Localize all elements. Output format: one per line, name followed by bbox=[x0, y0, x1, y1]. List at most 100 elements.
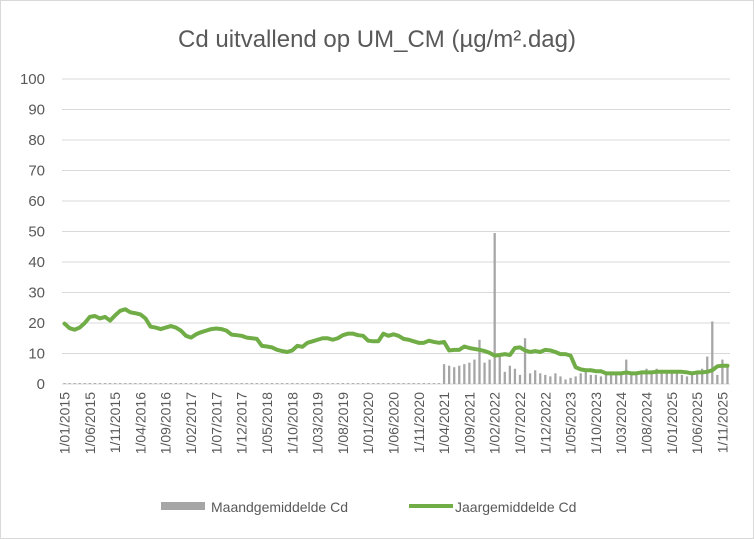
monthly-bar bbox=[361, 383, 365, 384]
monthly-bar bbox=[635, 374, 638, 384]
monthly-bar bbox=[174, 383, 178, 384]
x-tick-label: 1/02/2022 bbox=[487, 392, 503, 454]
monthly-bar bbox=[701, 368, 704, 384]
y-tick-label: 30 bbox=[28, 285, 45, 302]
monthly-bar bbox=[129, 383, 132, 384]
monthly-bar bbox=[503, 371, 506, 384]
monthly-bar bbox=[240, 383, 243, 384]
x-tick-label: 1/04/2016 bbox=[132, 392, 148, 454]
legend-swatch-monthly bbox=[161, 502, 205, 510]
monthly-bar bbox=[417, 383, 420, 384]
monthly-bar bbox=[245, 383, 248, 384]
y-tick-label: 80 bbox=[28, 132, 45, 149]
x-tick-label: 1/10/2023 bbox=[588, 392, 604, 454]
monthly-bar bbox=[427, 383, 431, 384]
x-tick-label: 1/03/2019 bbox=[310, 392, 326, 454]
monthly-bar bbox=[341, 383, 345, 384]
monthly-bar bbox=[230, 383, 233, 384]
monthly-bar bbox=[286, 383, 289, 384]
monthly-bar bbox=[346, 383, 350, 384]
monthly-bar bbox=[215, 383, 218, 384]
yearly-line-layer bbox=[62, 307, 730, 376]
x-tick-label: 1/09/2021 bbox=[461, 392, 477, 454]
gridlines bbox=[62, 78, 730, 385]
monthly-bar bbox=[422, 383, 425, 384]
monthly-bar bbox=[599, 376, 603, 384]
monthly-bar bbox=[675, 373, 679, 384]
monthly-bar bbox=[518, 374, 522, 384]
monthly-bar bbox=[78, 383, 81, 384]
monthly-bar bbox=[235, 383, 238, 384]
monthly-bar bbox=[270, 383, 274, 384]
monthly-bar bbox=[184, 383, 188, 384]
monthly-bar bbox=[83, 383, 86, 384]
monthly-bar bbox=[493, 233, 496, 384]
monthly-bar bbox=[544, 374, 547, 384]
monthly-bar bbox=[189, 383, 193, 384]
monthly-bar bbox=[579, 373, 582, 384]
x-tick-label: 1/05/2018 bbox=[259, 392, 275, 454]
monthly-bar bbox=[149, 383, 152, 384]
monthly-bar bbox=[447, 365, 451, 384]
monthly-bar bbox=[554, 373, 557, 384]
monthly-bar bbox=[139, 383, 142, 384]
monthly-bar bbox=[103, 383, 107, 384]
monthly-bar bbox=[620, 373, 623, 384]
monthly-bar bbox=[159, 383, 162, 384]
monthly-bars bbox=[63, 233, 729, 384]
monthly-bar bbox=[534, 370, 537, 384]
monthly-bar bbox=[614, 371, 618, 384]
legend-label-yearly: Jaargemiddelde Cd bbox=[455, 499, 576, 515]
monthly-bar bbox=[473, 359, 476, 384]
monthly-bar bbox=[711, 321, 714, 384]
y-tick-label: 90 bbox=[28, 102, 45, 119]
x-tick-label: 1/06/2025 bbox=[689, 392, 705, 454]
monthly-bar bbox=[387, 383, 390, 384]
x-tick-label: 1/04/2021 bbox=[436, 392, 452, 454]
monthly-bar bbox=[316, 383, 319, 384]
x-tick-label: 1/12/2017 bbox=[234, 392, 250, 454]
monthly-bar bbox=[255, 383, 258, 384]
y-tick-label: 60 bbox=[28, 193, 45, 210]
monthly-bar bbox=[68, 383, 71, 384]
monthly-bar bbox=[695, 371, 699, 384]
monthly-bar bbox=[488, 359, 491, 384]
monthly-bar bbox=[169, 383, 172, 384]
monthly-bar bbox=[194, 383, 198, 384]
x-tick-label: 1/11/2015 bbox=[107, 392, 123, 453]
y-tick-label: 40 bbox=[28, 254, 45, 271]
monthly-bar bbox=[528, 373, 532, 384]
monthly-bar bbox=[584, 370, 587, 384]
monthly-bar bbox=[356, 383, 360, 384]
monthly-bar bbox=[407, 383, 410, 384]
monthly-bar bbox=[402, 383, 405, 384]
monthly-bar bbox=[645, 368, 648, 384]
y-tick-label: 20 bbox=[28, 315, 45, 332]
monthly-bar bbox=[468, 362, 471, 384]
monthly-bar bbox=[301, 383, 304, 384]
chart-title: Cd uitvallend op UM_CM (µg/m².dag) bbox=[178, 26, 576, 53]
monthly-bar bbox=[351, 383, 355, 384]
monthly-bar bbox=[275, 383, 279, 384]
monthly-bar bbox=[665, 373, 668, 384]
legend: Maandgemiddelde Cd Jaargemiddelde Cd bbox=[161, 499, 576, 515]
monthly-bar bbox=[73, 383, 76, 384]
monthly-bar bbox=[630, 373, 633, 384]
monthly-bar bbox=[331, 383, 334, 384]
monthly-bar bbox=[93, 383, 97, 384]
monthly-bar bbox=[640, 373, 643, 384]
yearly-line bbox=[62, 307, 730, 376]
monthly-bar bbox=[680, 374, 684, 384]
x-tick-label: 1/07/2017 bbox=[208, 392, 224, 454]
monthly-bar bbox=[442, 364, 446, 384]
monthly-bar bbox=[225, 383, 228, 384]
x-tick-label: 1/01/2020 bbox=[360, 392, 376, 454]
monthly-bar bbox=[200, 383, 203, 384]
monthly-bar bbox=[523, 338, 527, 384]
y-tick-label: 100 bbox=[20, 71, 45, 88]
y-tick-label: 50 bbox=[28, 224, 45, 241]
x-axis-ticks: 1/01/2015 1/06/2015 1/11/2015 1/04/2016 1/09… bbox=[57, 392, 731, 455]
monthly-bar bbox=[280, 383, 284, 384]
